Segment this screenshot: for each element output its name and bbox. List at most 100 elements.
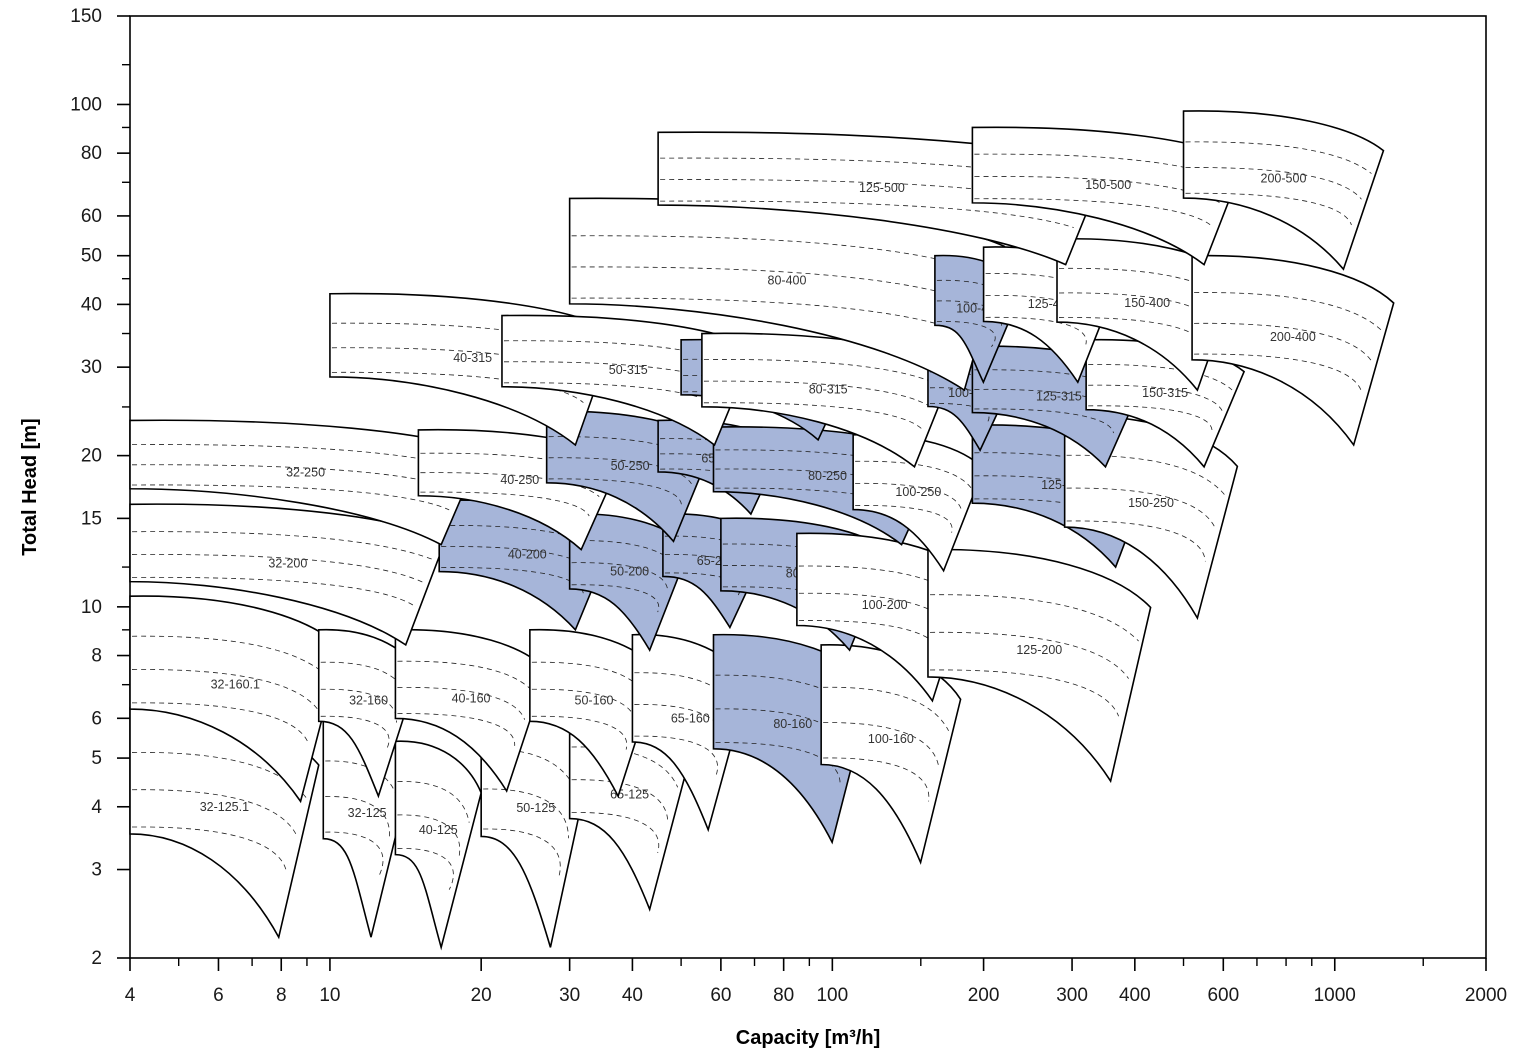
impeller-curve-32-160-2 bbox=[320, 715, 390, 750]
impeller-curve-50-125-0 bbox=[483, 748, 579, 799]
y-tick-label: 3 bbox=[91, 860, 102, 881]
pump-region-label: 50-125 bbox=[516, 801, 555, 815]
impeller-curve-40-250-2 bbox=[420, 491, 590, 517]
pump-region-150-500: 150-500 bbox=[971, 126, 1246, 266]
pump-region-200-400: 200-400 bbox=[1191, 254, 1395, 447]
pump-region-shape-50-200 bbox=[568, 513, 691, 652]
impeller-curve-150-500-2 bbox=[974, 198, 1213, 227]
impeller-curve-32-125-1-0 bbox=[131, 752, 308, 799]
x-tick-label: 4 bbox=[125, 985, 136, 1006]
pump-region-label: 40-200 bbox=[508, 548, 547, 562]
x-tick-label: 8 bbox=[276, 985, 287, 1006]
x-tick-label: 300 bbox=[1056, 985, 1088, 1006]
pump-region-label: 80-250 bbox=[808, 469, 847, 483]
pump-region-label: 125-200 bbox=[1016, 643, 1062, 657]
impeller-curve-100-200-2 bbox=[798, 620, 941, 655]
impeller-curve-100-400-0 bbox=[936, 279, 1012, 306]
impeller-curve-65-125-2 bbox=[571, 812, 660, 853]
pump-region-label: 50-200 bbox=[610, 564, 649, 578]
impeller-curve-125-315-2 bbox=[974, 408, 1114, 434]
y-tick-label: 150 bbox=[70, 6, 102, 27]
impeller-curve-50-125-1 bbox=[483, 788, 569, 839]
impeller-curve-100-160-1 bbox=[823, 722, 939, 767]
x-axis-ticks: 4 6 8 10 20 30 40 60 80 100 200 300 400 600 1000 2000 bbox=[125, 958, 1507, 1006]
impeller-curve-65-125-1 bbox=[571, 779, 669, 821]
pump-region-shape-32-200 bbox=[129, 503, 447, 647]
impeller-curve-80-250-1 bbox=[715, 468, 920, 493]
pump-region-label: 32-200 bbox=[268, 557, 307, 571]
pump-region-50-200: 50-200 bbox=[568, 513, 691, 652]
impeller-curve-32-200-0 bbox=[131, 531, 434, 561]
y-tick-label: 100 bbox=[70, 94, 102, 115]
impeller-curve-80-160-0 bbox=[715, 674, 861, 717]
pump-region-label: 40-250 bbox=[500, 473, 539, 487]
x-tick-label: 1000 bbox=[1314, 985, 1356, 1006]
x-tick-label: 200 bbox=[968, 985, 1000, 1006]
impeller-curve-100-250-1 bbox=[855, 482, 962, 511]
impeller-curve-200-500-2 bbox=[1185, 192, 1352, 226]
impeller-curve-40-250-0 bbox=[420, 452, 610, 478]
impeller-curve-32-125-1-2 bbox=[131, 826, 288, 874]
pump-region-shape-40-160 bbox=[394, 628, 548, 793]
impeller-curve-50-160-0 bbox=[531, 661, 647, 696]
pump-region-label: 80-315 bbox=[809, 382, 848, 396]
impeller-curve-32-160-1-0 bbox=[131, 635, 329, 678]
pump-region-label: 80-400 bbox=[768, 274, 807, 288]
impeller-curve-125-200-1 bbox=[929, 631, 1129, 679]
impeller-curve-32-200-2 bbox=[131, 576, 414, 606]
pump-region-shape-200-500 bbox=[1182, 110, 1385, 271]
impeller-curve-32-250-2 bbox=[131, 484, 450, 511]
y-tick-label: 60 bbox=[81, 206, 102, 227]
impeller-curve-50-200-2 bbox=[571, 584, 660, 613]
impeller-curve-125-500-1 bbox=[660, 179, 1084, 207]
impeller-curve-32-125-1-1 bbox=[131, 789, 298, 836]
pump-region-label: 200-500 bbox=[1261, 171, 1307, 185]
pump-region-label: 32-125.1 bbox=[200, 800, 249, 814]
x-tick-label: 20 bbox=[471, 985, 492, 1006]
impeller-curve-40-125-2 bbox=[397, 848, 454, 890]
x-tick-label: 40 bbox=[622, 985, 643, 1006]
impeller-curve-40-160-1 bbox=[397, 687, 526, 720]
impeller-curve-80-200-1 bbox=[722, 565, 868, 593]
pump-region-shape-125-200 bbox=[927, 548, 1152, 784]
pump-region-label: 50-250 bbox=[611, 459, 650, 473]
y-tick-label: 40 bbox=[81, 294, 102, 315]
impeller-curve-125-500-2 bbox=[660, 200, 1074, 228]
x-tick-label: 10 bbox=[319, 985, 340, 1006]
impeller-curve-80-400-2 bbox=[571, 297, 973, 337]
impeller-curve-32-200-1 bbox=[131, 554, 424, 584]
impeller-curve-40-200-2 bbox=[441, 567, 584, 594]
pump-region-label: 150-250 bbox=[1128, 496, 1174, 510]
impeller-curve-150-315-2 bbox=[1088, 405, 1213, 432]
impeller-curve-100-250-2 bbox=[855, 505, 953, 533]
impeller-curve-32-125-1 bbox=[325, 796, 390, 841]
pump-region-200-500: 200-500 bbox=[1182, 110, 1385, 271]
pump-region-125-200: 125-200 bbox=[927, 548, 1152, 784]
y-tick-label: 6 bbox=[91, 708, 102, 729]
impeller-curve-150-250-2 bbox=[1066, 520, 1206, 562]
impeller-curve-200-400-1 bbox=[1194, 322, 1373, 362]
pump-region-label: 125-500 bbox=[859, 181, 905, 195]
impeller-curve-65-160-2 bbox=[634, 735, 718, 776]
y-tick-label: 2 bbox=[91, 948, 102, 969]
pump-region-label: 100-200 bbox=[862, 598, 908, 612]
impeller-curve-150-400-0 bbox=[1058, 267, 1226, 299]
impeller-curve-125-400-2 bbox=[985, 316, 1087, 345]
impeller-curve-100-400-2 bbox=[936, 321, 996, 348]
pump-region-label: 32-160.1 bbox=[211, 678, 260, 692]
impeller-curve-80-315-1 bbox=[703, 380, 933, 409]
impeller-curve-150-500-0 bbox=[974, 153, 1233, 182]
pump-region-shape-150-250 bbox=[1063, 414, 1239, 621]
impeller-curve-80-315-2 bbox=[703, 402, 923, 430]
impeller-curve-100-160-2 bbox=[823, 757, 930, 802]
y-tick-label: 30 bbox=[81, 357, 102, 378]
impeller-curve-200-400-0 bbox=[1194, 292, 1382, 331]
y-tick-label: 10 bbox=[81, 597, 102, 618]
pump-region-label: 100-160 bbox=[868, 732, 914, 746]
impeller-curve-200-400-2 bbox=[1194, 353, 1363, 393]
y-tick-label: 20 bbox=[81, 446, 102, 467]
x-tick-label: 60 bbox=[710, 985, 731, 1006]
pump-region-label: 32-250 bbox=[286, 465, 325, 479]
impeller-curve-125-200-0 bbox=[929, 594, 1139, 642]
